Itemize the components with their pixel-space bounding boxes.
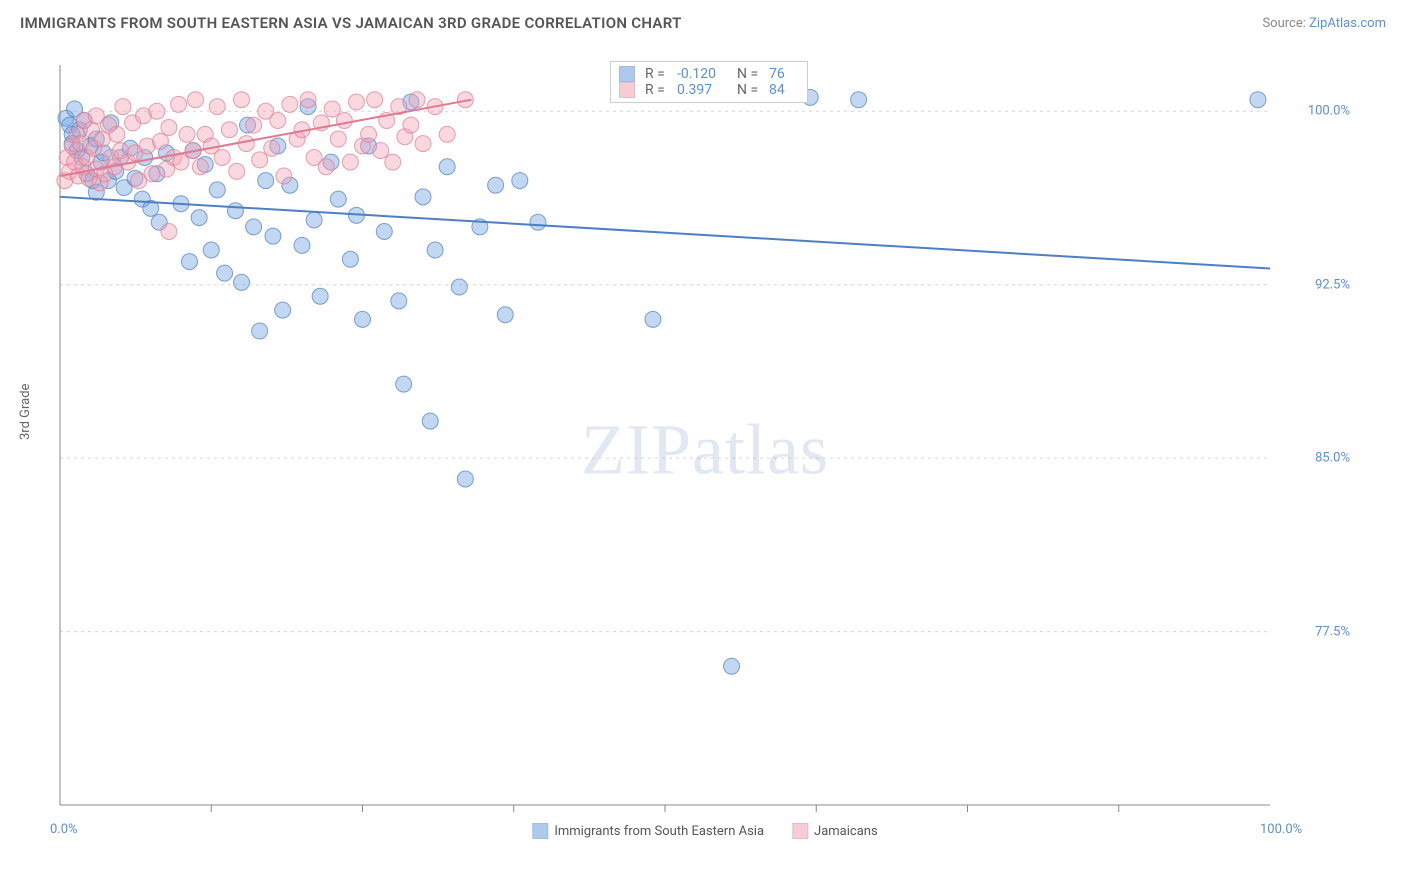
x-tick-label: 0.0%: [50, 822, 78, 837]
legend-swatch: [792, 823, 808, 839]
legend-item: Immigrants from South Eastern Asia: [532, 823, 764, 839]
stat-r-label: R =: [645, 82, 673, 98]
correlation-stats-box: R =-0.120N =76R =0.397N =84: [610, 61, 808, 103]
stat-r-value: -0.120: [677, 66, 733, 82]
legend-label: Jamaicans: [814, 824, 878, 839]
x-tick-label: 100.0%: [1260, 822, 1302, 837]
y-tick-label: 92.5%: [1315, 277, 1350, 292]
y-axis-label: 3rd Grade: [18, 384, 33, 440]
stat-n-value: 84: [769, 82, 799, 98]
legend-swatch: [532, 823, 548, 839]
stat-n-label: N =: [737, 82, 765, 98]
stat-n-label: N =: [737, 66, 765, 82]
stat-r-value: 0.397: [677, 82, 733, 98]
y-tick-label: 85.0%: [1315, 451, 1350, 466]
legend-label: Immigrants from South Eastern Asia: [554, 824, 764, 839]
stat-row: R =-0.120N =76: [619, 66, 799, 82]
y-tick-label: 77.5%: [1315, 624, 1350, 639]
source-link[interactable]: ZipAtlas.com: [1309, 16, 1386, 31]
stat-n-value: 76: [769, 66, 799, 82]
bottom-legend: Immigrants from South Eastern Asia Jamaic…: [532, 823, 877, 839]
stat-row: R =0.397N =84: [619, 82, 799, 98]
y-tick-label: 100.0%: [1308, 104, 1350, 119]
scatter-chart: [50, 55, 1280, 825]
legend-item: Jamaicans: [792, 823, 878, 839]
chart-title: IMMIGRANTS FROM SOUTH EASTERN ASIA VS JA…: [20, 14, 682, 32]
source: Source: ZipAtlas.com: [1262, 16, 1386, 31]
series-swatch: [619, 66, 635, 82]
stat-r-label: R =: [645, 66, 673, 82]
chart-area: ZIPatlas R =-0.120N =76R =0.397N =84 Imm…: [50, 55, 1360, 845]
series-swatch: [619, 82, 635, 98]
source-label: Source:: [1262, 16, 1305, 31]
